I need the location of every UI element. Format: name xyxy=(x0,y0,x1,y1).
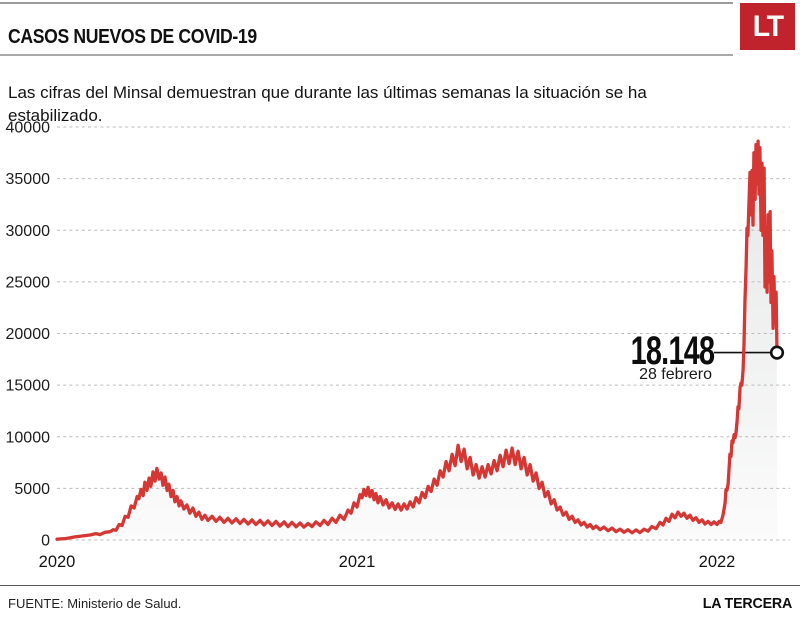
callout-value-label: 18.148 xyxy=(630,329,714,373)
chart-subtitle: Las cifras del Minsal demuestran que dur… xyxy=(8,83,647,125)
y-tick-label: 10000 xyxy=(6,429,51,446)
y-tick-label: 0 xyxy=(41,533,50,550)
covid-cases-chart: 0 5000 10000 15000 20000 25000 30000 35000 40000… xyxy=(0,113,800,583)
callout-date-label: 28 febrero xyxy=(639,366,712,383)
brand-credit: LA TERCERA xyxy=(702,595,793,612)
page-title: CASOS NUEVOS DE COVID-19 xyxy=(8,26,257,49)
cases-line xyxy=(55,139,779,541)
source-credit: FUENTE: Ministerio de Salud. xyxy=(8,596,182,611)
title-divider xyxy=(0,54,733,56)
x-tick-label-2020: 2020 xyxy=(39,553,76,571)
lt-logo-text: LT xyxy=(752,9,784,43)
area-line-chart: 0 5000 10000 15000 20000 25000 30000 35000 40000… xyxy=(6,120,790,571)
la-tercera-logo: LT xyxy=(740,3,795,50)
y-tick-label: 40000 xyxy=(6,120,51,137)
x-tick-label-2021: 2021 xyxy=(339,553,376,571)
y-tick-label: 5000 xyxy=(14,481,50,498)
last-value-marker xyxy=(769,345,785,360)
top-rule xyxy=(0,2,733,4)
x-tick-label-2022: 2022 xyxy=(699,553,736,571)
y-tick-label: 35000 xyxy=(6,171,51,188)
footer-divider xyxy=(0,585,800,586)
y-tick-label: 15000 xyxy=(6,378,51,395)
y-tick-label: 25000 xyxy=(6,274,51,291)
y-tick-label: 30000 xyxy=(6,223,51,240)
y-tick-label: 20000 xyxy=(6,326,51,343)
